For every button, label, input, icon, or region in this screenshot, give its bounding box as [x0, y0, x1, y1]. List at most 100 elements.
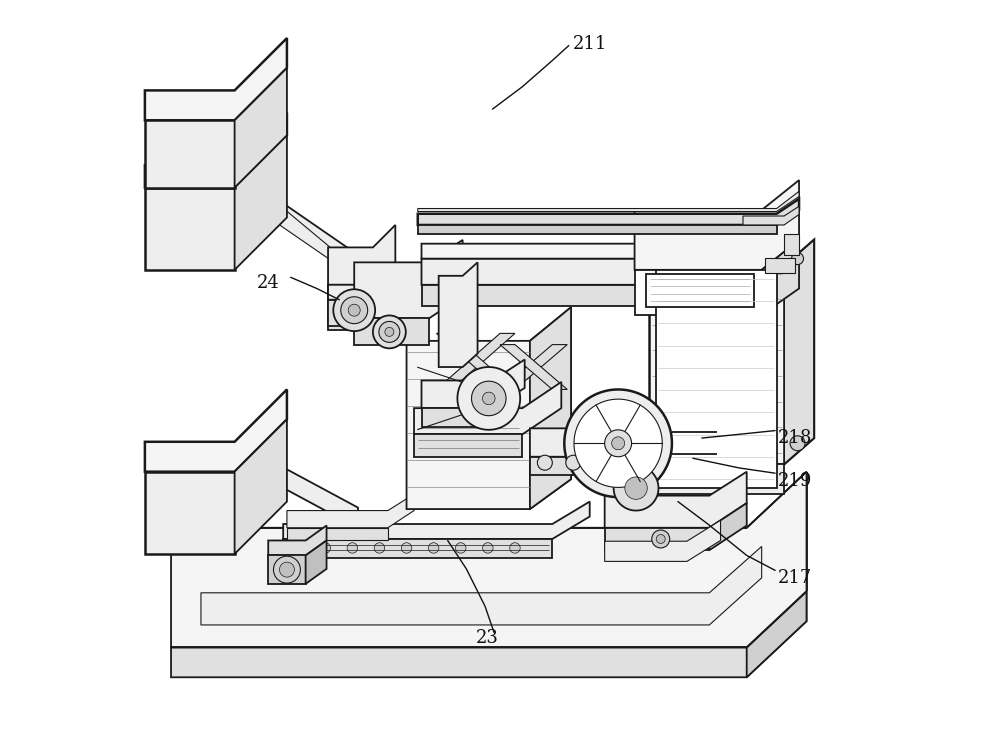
Polygon shape — [765, 258, 795, 273]
Polygon shape — [268, 556, 306, 583]
Circle shape — [456, 543, 466, 554]
Polygon shape — [422, 285, 679, 306]
Polygon shape — [635, 270, 762, 315]
Circle shape — [656, 535, 665, 544]
Circle shape — [347, 543, 358, 554]
Polygon shape — [574, 399, 662, 488]
Polygon shape — [287, 494, 414, 528]
Polygon shape — [635, 180, 799, 270]
Text: 217: 217 — [778, 568, 812, 587]
Polygon shape — [145, 472, 235, 554]
Polygon shape — [201, 547, 762, 625]
Polygon shape — [268, 526, 327, 556]
Polygon shape — [784, 240, 814, 464]
Polygon shape — [171, 472, 807, 647]
Polygon shape — [145, 113, 287, 187]
Polygon shape — [605, 521, 721, 562]
Polygon shape — [530, 412, 611, 457]
Polygon shape — [231, 449, 358, 518]
Circle shape — [385, 327, 394, 336]
Polygon shape — [328, 225, 395, 285]
Polygon shape — [235, 68, 287, 187]
Polygon shape — [709, 503, 747, 551]
Polygon shape — [605, 430, 632, 457]
Polygon shape — [418, 191, 799, 211]
Polygon shape — [422, 360, 525, 408]
Polygon shape — [650, 240, 814, 464]
Polygon shape — [418, 225, 777, 234]
Polygon shape — [171, 591, 807, 677]
Polygon shape — [564, 389, 672, 497]
Polygon shape — [418, 198, 799, 225]
Polygon shape — [328, 285, 373, 330]
Polygon shape — [407, 307, 571, 509]
Polygon shape — [646, 273, 754, 307]
Polygon shape — [414, 382, 561, 434]
Polygon shape — [235, 136, 287, 270]
Polygon shape — [472, 381, 506, 416]
Polygon shape — [612, 437, 625, 449]
Polygon shape — [414, 434, 522, 457]
Polygon shape — [656, 270, 777, 488]
Circle shape — [483, 543, 493, 554]
Polygon shape — [436, 333, 515, 389]
Polygon shape — [500, 345, 567, 389]
Polygon shape — [500, 345, 567, 389]
Circle shape — [428, 543, 439, 554]
Polygon shape — [650, 464, 784, 494]
Polygon shape — [530, 307, 571, 509]
Polygon shape — [145, 121, 235, 187]
Polygon shape — [235, 419, 287, 554]
Polygon shape — [605, 472, 747, 528]
Polygon shape — [530, 457, 586, 476]
Polygon shape — [145, 187, 235, 270]
Text: 211: 211 — [573, 35, 608, 53]
Circle shape — [792, 252, 804, 264]
Polygon shape — [483, 392, 495, 404]
Polygon shape — [328, 300, 358, 326]
Polygon shape — [743, 206, 799, 225]
Polygon shape — [283, 502, 590, 539]
Circle shape — [510, 543, 520, 554]
Circle shape — [401, 543, 412, 554]
Text: 23: 23 — [476, 628, 499, 646]
Circle shape — [348, 304, 360, 316]
Circle shape — [652, 530, 670, 548]
Polygon shape — [436, 333, 515, 389]
Polygon shape — [762, 240, 799, 315]
Polygon shape — [422, 408, 493, 427]
Polygon shape — [614, 466, 658, 511]
Polygon shape — [605, 528, 709, 551]
Circle shape — [537, 455, 552, 470]
Polygon shape — [422, 210, 724, 258]
Circle shape — [333, 289, 375, 331]
Polygon shape — [373, 262, 395, 330]
Circle shape — [320, 543, 330, 554]
Text: 219: 219 — [778, 472, 812, 490]
Circle shape — [341, 297, 368, 324]
Polygon shape — [283, 539, 552, 558]
Polygon shape — [784, 234, 799, 255]
Circle shape — [273, 557, 300, 583]
Circle shape — [790, 436, 805, 451]
Text: 218: 218 — [778, 429, 812, 447]
Text: 24: 24 — [257, 274, 280, 292]
Circle shape — [373, 315, 406, 348]
Polygon shape — [439, 262, 478, 367]
Polygon shape — [231, 180, 358, 255]
Polygon shape — [145, 38, 287, 121]
Polygon shape — [145, 389, 287, 472]
Circle shape — [279, 562, 294, 577]
Polygon shape — [231, 180, 358, 266]
Circle shape — [379, 321, 400, 342]
Circle shape — [374, 543, 385, 554]
Polygon shape — [422, 225, 724, 285]
Polygon shape — [328, 266, 380, 300]
Polygon shape — [287, 528, 388, 541]
Polygon shape — [306, 541, 327, 583]
Circle shape — [293, 543, 303, 554]
Polygon shape — [354, 240, 463, 318]
Polygon shape — [457, 367, 520, 430]
Circle shape — [566, 455, 581, 470]
Polygon shape — [747, 591, 807, 677]
